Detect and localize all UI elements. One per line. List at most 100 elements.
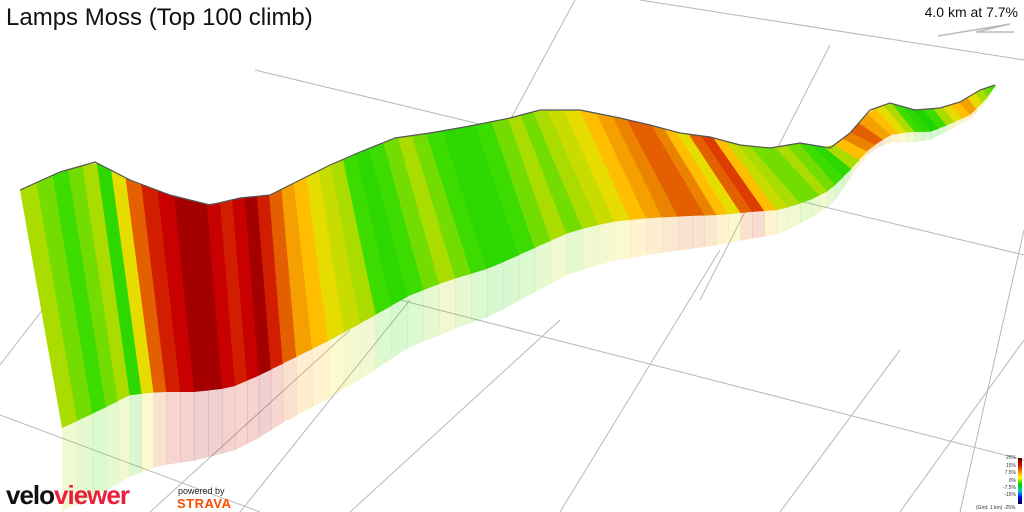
reflection-segment <box>982 97 988 107</box>
climb-summary: 4.0 km at 7.7% <box>924 4 1018 20</box>
gradient-segment <box>563 110 631 222</box>
reflection-segment <box>582 224 599 270</box>
gradient-segment <box>811 144 852 177</box>
gradient-segment <box>725 141 789 211</box>
logo-viewer: viewer <box>54 480 130 510</box>
gradient-segment <box>281 183 313 357</box>
reflection-segment <box>740 211 753 241</box>
reflection-segment <box>423 284 440 342</box>
gradient-segment <box>700 135 765 212</box>
gradient-legend: 25% 15% 7.5% 0% -7.5% -15% (Grid: 1 km) … <box>976 455 1022 511</box>
gradient-segment <box>157 190 195 392</box>
reflection-segment <box>645 217 663 256</box>
reflection-segment <box>914 132 924 142</box>
reflection-segment <box>327 332 345 399</box>
reflection-segment <box>991 86 996 94</box>
gradient-segment <box>293 176 329 349</box>
gradient-segment <box>111 170 155 394</box>
gradient-segment <box>220 199 248 386</box>
reflection-segment <box>270 363 284 431</box>
reflection-segment <box>954 118 963 128</box>
gradient-segment <box>547 110 615 225</box>
reflection-segment <box>194 390 209 461</box>
gradient-segment <box>533 110 599 229</box>
gradient-segment <box>343 154 393 315</box>
reflection-segment <box>970 108 977 120</box>
reflection-segment <box>343 323 361 389</box>
reflection-segment <box>843 168 852 189</box>
reflection-segment <box>776 207 789 235</box>
reflection-segment <box>235 380 248 450</box>
reflection-segment <box>811 195 820 218</box>
reflection-segment <box>375 305 393 370</box>
gradient-segment <box>967 92 983 109</box>
gradient-segment <box>82 162 131 402</box>
reflection-segment <box>246 375 260 444</box>
gradient-segment <box>762 147 820 200</box>
reflection-segment <box>180 392 195 463</box>
reflection-segment <box>117 395 131 484</box>
gradient-segment <box>190 200 223 391</box>
gradient-segment <box>858 113 892 140</box>
reflection-segment <box>692 215 706 249</box>
gradient-segment <box>823 144 860 169</box>
reflection-segment <box>752 211 765 239</box>
reflection-segment <box>598 221 615 266</box>
reflection-segment <box>208 388 223 458</box>
reflection-segment <box>62 420 78 512</box>
gradient-segment <box>306 170 345 342</box>
gradient-segment <box>922 108 948 129</box>
reflection-segment <box>141 392 155 473</box>
gradient-segment <box>412 133 472 279</box>
reflection-segment <box>439 278 456 336</box>
gradient-segment <box>875 105 908 134</box>
profile-reflection <box>62 86 996 512</box>
legend-color-bar <box>1018 458 1022 504</box>
reflection-segment <box>221 385 236 454</box>
gradient-segment <box>663 128 730 216</box>
gradient-segment <box>942 104 963 123</box>
reflection-segment <box>407 290 424 349</box>
reflection-segment <box>486 262 504 318</box>
reflection-segment <box>882 134 892 146</box>
grid-line <box>399 299 1024 461</box>
profile-segments <box>20 85 996 428</box>
gradient-segment <box>125 177 167 393</box>
gradient-segment <box>580 110 647 220</box>
gradient-segment <box>368 142 424 297</box>
reflection-segment <box>502 255 520 310</box>
gradient-segment <box>141 184 181 392</box>
gradient-segment <box>232 197 260 381</box>
gradient-segment <box>850 122 884 145</box>
reflection-segment <box>922 131 932 141</box>
reflection-segment <box>962 114 971 124</box>
grid-line <box>639 0 1024 61</box>
gradient-segment <box>36 175 93 421</box>
gradient-segment <box>68 165 119 408</box>
gradient-segment <box>20 182 78 428</box>
gradient-segment <box>982 87 992 98</box>
reflection-segment <box>858 151 868 166</box>
gradient-segment <box>206 202 236 389</box>
reflection-segment <box>661 216 679 253</box>
reflection-segment <box>166 392 181 465</box>
reflection-segment <box>258 369 272 438</box>
reflection-segment <box>296 348 313 416</box>
gradient-segment <box>786 143 836 192</box>
gradient-segment <box>426 130 488 274</box>
reflection-segment <box>890 133 900 143</box>
gradient-segment <box>96 162 143 396</box>
strava-logo: STRAVA <box>177 496 232 511</box>
reflection-segment <box>312 341 329 408</box>
reflection-segment <box>129 393 143 477</box>
legend-tick: -15% <box>1004 492 1016 498</box>
veloviewer-logo: veloviewer <box>6 480 130 511</box>
gradient-segment <box>355 148 409 306</box>
legend-tick: -7.5% <box>1002 485 1016 491</box>
reflection-segment <box>566 228 583 276</box>
gradient-segment <box>639 122 706 216</box>
gradient-segment <box>688 134 753 213</box>
reflection-segment <box>835 176 844 200</box>
gradient-segment <box>507 115 568 241</box>
reflection-segment <box>930 128 940 140</box>
